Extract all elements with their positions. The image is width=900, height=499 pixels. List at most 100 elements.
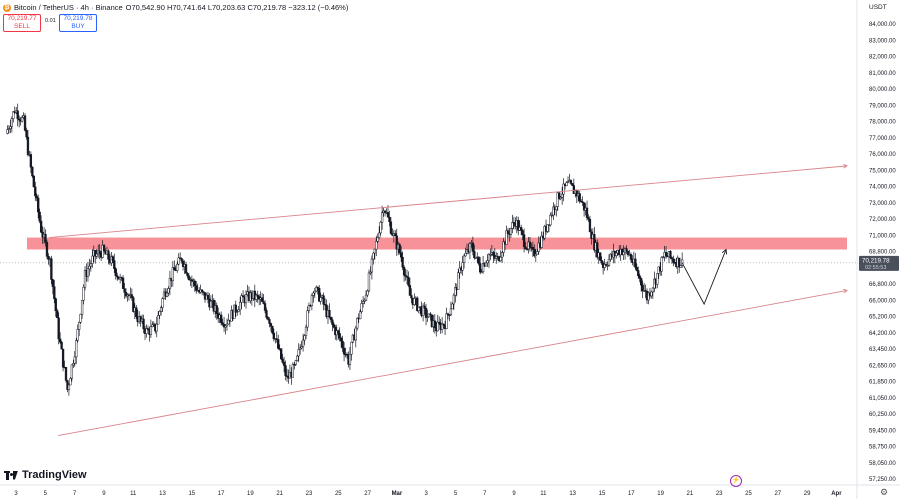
sell-button[interactable]: 70,219.77 SELL bbox=[3, 14, 41, 32]
candle-body bbox=[401, 256, 404, 268]
candle-body bbox=[268, 319, 271, 324]
y-tick-label: 77,000.00 bbox=[869, 136, 896, 142]
candle-body bbox=[394, 233, 397, 237]
candle-body bbox=[560, 193, 564, 198]
x-tick-label: 11 bbox=[130, 491, 137, 497]
candle-body bbox=[681, 259, 684, 266]
candle-body bbox=[79, 313, 82, 323]
y-tick-label: 72,000.00 bbox=[869, 217, 896, 223]
candle-body bbox=[53, 286, 56, 299]
candle-body bbox=[263, 303, 267, 311]
candle-body bbox=[559, 197, 562, 199]
candle-body bbox=[70, 364, 74, 379]
candle-body bbox=[481, 263, 485, 272]
candle-body bbox=[26, 136, 30, 155]
candle-body bbox=[637, 270, 640, 277]
candle-body bbox=[101, 245, 104, 258]
candle-body bbox=[16, 110, 19, 120]
candle-body bbox=[635, 266, 638, 271]
candle-body bbox=[375, 241, 378, 250]
candle-body bbox=[477, 256, 480, 264]
symbol-title[interactable]: Bitcoin / TetherUS · 4h · Binance bbox=[14, 3, 123, 12]
candle-body bbox=[389, 221, 393, 234]
x-tick-label: 5 bbox=[454, 491, 458, 497]
candle-body bbox=[332, 324, 335, 328]
candle-body bbox=[363, 299, 366, 302]
candle-body bbox=[114, 268, 117, 277]
candle-body bbox=[187, 275, 191, 280]
currency-label[interactable]: USDT bbox=[869, 4, 887, 11]
candle-body bbox=[442, 323, 445, 326]
candle-body bbox=[59, 338, 62, 343]
sell-label: SELL bbox=[14, 22, 30, 30]
candle-body bbox=[271, 325, 274, 334]
lightning-icon[interactable]: ⚡ bbox=[730, 475, 742, 487]
candle-body bbox=[155, 323, 158, 332]
candle-body bbox=[31, 166, 34, 177]
candle-body bbox=[315, 286, 318, 292]
candle-body bbox=[448, 314, 451, 316]
x-tick-label: 25 bbox=[745, 491, 752, 497]
candle-body bbox=[404, 274, 407, 277]
candle-body bbox=[293, 364, 296, 366]
candle-body bbox=[23, 115, 27, 131]
candle-body bbox=[596, 242, 599, 258]
candle-body bbox=[215, 305, 218, 314]
candle-body bbox=[51, 279, 54, 287]
candle-body bbox=[255, 294, 258, 300]
candle-body bbox=[585, 207, 589, 218]
candle-body bbox=[279, 348, 283, 360]
spread-value: 0.01 bbox=[45, 18, 56, 24]
candle-body bbox=[221, 322, 224, 325]
candle-body bbox=[522, 234, 526, 247]
candle-body bbox=[383, 210, 387, 213]
chart-header: ₿ Bitcoin / TetherUS · 4h · Binance O70,… bbox=[3, 3, 348, 12]
candle-body bbox=[180, 258, 183, 262]
tradingview-logo: TradingView bbox=[4, 469, 87, 481]
candle-body bbox=[480, 271, 483, 273]
candle-body bbox=[275, 338, 278, 340]
candle-body bbox=[82, 286, 85, 301]
gear-icon[interactable]: ⚙ bbox=[880, 487, 889, 497]
x-tick-label: 23 bbox=[306, 491, 313, 497]
price-tag bbox=[859, 255, 899, 271]
candle-body bbox=[159, 307, 163, 312]
candle-body bbox=[95, 253, 98, 257]
candle-body bbox=[132, 297, 135, 312]
candle-body bbox=[171, 267, 174, 282]
candle-body bbox=[581, 201, 584, 203]
candle-body bbox=[669, 251, 672, 258]
candle-body bbox=[18, 118, 21, 121]
candle-body bbox=[410, 295, 413, 299]
candle-body bbox=[427, 313, 431, 318]
candle-body bbox=[499, 256, 502, 262]
candle-body bbox=[464, 253, 467, 257]
candle-body bbox=[195, 285, 198, 291]
y-tick-label: 73,000.00 bbox=[869, 201, 896, 207]
candle-body bbox=[168, 277, 172, 289]
candle-body bbox=[440, 323, 444, 330]
candle-body bbox=[565, 182, 568, 186]
candle-body bbox=[307, 304, 311, 311]
candle-body bbox=[433, 320, 436, 329]
candle-body bbox=[67, 384, 71, 390]
candle-body bbox=[555, 206, 558, 211]
candle-body bbox=[588, 219, 592, 233]
candle-body bbox=[200, 289, 204, 292]
candle-body bbox=[511, 222, 514, 229]
candle-body bbox=[35, 195, 38, 199]
x-tick-label: 21 bbox=[276, 491, 283, 497]
candle-body bbox=[600, 260, 603, 264]
candle-body bbox=[34, 186, 37, 197]
buy-button[interactable]: 70,219.78 BUY bbox=[59, 14, 97, 32]
candle-body bbox=[525, 248, 529, 250]
candle-body bbox=[316, 286, 319, 289]
y-tick-label: 61,050.00 bbox=[869, 396, 896, 402]
y-tick-label: 62,650.00 bbox=[869, 363, 896, 369]
candle-body bbox=[236, 311, 239, 313]
candle-body bbox=[356, 317, 359, 329]
candle-body bbox=[629, 254, 633, 260]
candle-body bbox=[240, 295, 243, 303]
x-tick-label: 23 bbox=[716, 491, 723, 497]
